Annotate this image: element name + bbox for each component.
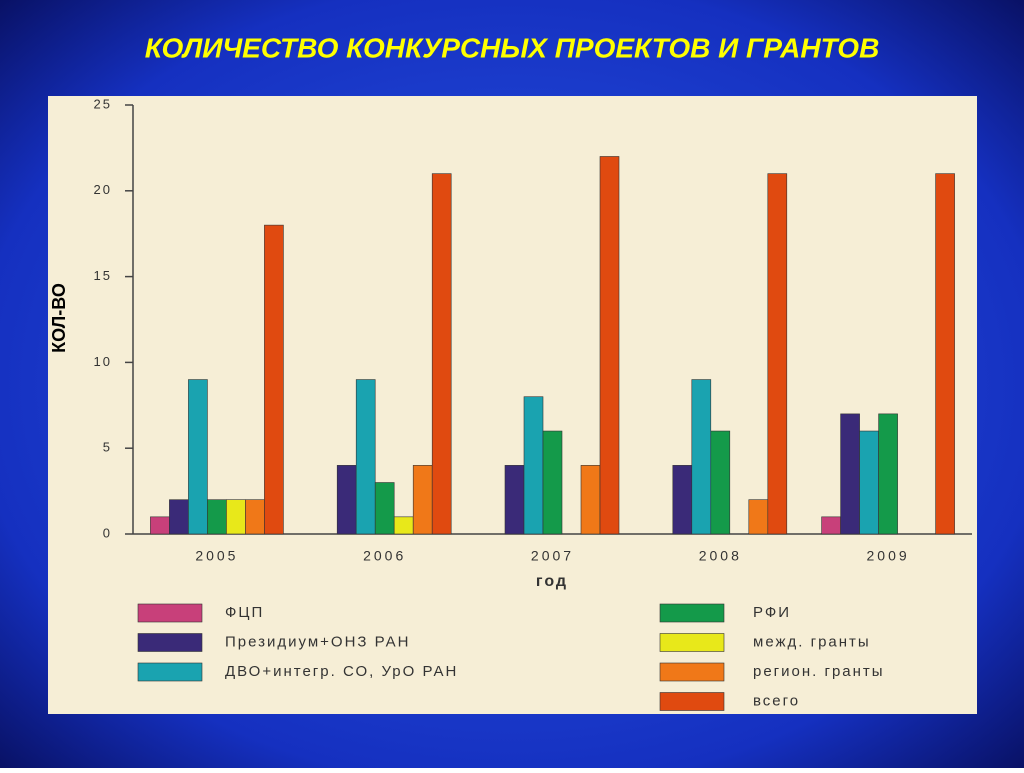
y-tick-label: 0	[103, 525, 112, 540]
bar	[580, 465, 601, 535]
bar	[821, 516, 841, 535]
legend-swatch	[659, 662, 725, 682]
x-axis-label: год	[536, 573, 568, 590]
legend-label: ФЦП	[225, 604, 264, 621]
bar	[169, 499, 189, 535]
bar	[878, 413, 898, 535]
legend-swatch	[137, 633, 203, 652]
bar	[504, 465, 525, 535]
legend-swatch	[659, 692, 725, 711]
legend-label: всего	[753, 692, 800, 709]
y-tick-label: 20	[94, 182, 112, 197]
bar	[710, 430, 731, 535]
bar	[542, 430, 563, 535]
legend-label: ДВО+интегр. СО, УрО РАН	[225, 663, 458, 680]
bar	[431, 173, 452, 535]
bar	[150, 516, 170, 535]
bar	[859, 430, 879, 535]
bar	[748, 499, 769, 535]
bar	[672, 465, 693, 535]
bar	[412, 465, 433, 535]
legend-swatch	[659, 633, 725, 652]
bar	[935, 173, 955, 535]
y-axis-label: КОЛ-ВО	[49, 283, 69, 353]
bar	[767, 173, 788, 535]
bar	[374, 482, 395, 535]
y-tick-label: 5	[103, 440, 112, 455]
x-tick-label: 2009	[867, 548, 910, 564]
bar	[226, 499, 246, 535]
bar	[336, 465, 357, 535]
bar	[245, 499, 265, 535]
legend-label: Президиум+ОНЗ РАН	[225, 633, 411, 650]
bar	[691, 379, 712, 535]
legend-label: регион. гранты	[753, 663, 885, 680]
legend-swatch	[659, 603, 725, 623]
x-tick-label: 2005	[195, 548, 238, 564]
legend-swatch	[137, 603, 203, 623]
y-tick-label: 10	[94, 354, 112, 369]
bar	[840, 413, 860, 535]
legend-swatch	[137, 662, 203, 682]
bar	[188, 379, 208, 535]
legend-label: межд. гранты	[753, 633, 871, 650]
y-tick-label: 15	[94, 268, 112, 283]
bar	[599, 156, 620, 535]
x-tick-label: 2007	[531, 548, 574, 564]
bar	[393, 516, 414, 535]
bar	[355, 379, 376, 535]
x-tick-label: 2008	[699, 548, 742, 564]
bar	[264, 224, 284, 535]
bar	[207, 499, 227, 535]
y-tick-label: 25	[94, 96, 112, 111]
legend-label: РФИ	[753, 604, 791, 621]
bar	[523, 396, 544, 535]
x-tick-label: 2006	[363, 548, 406, 564]
chart-title: КОЛИЧЕСТВО КОНКУРСНЫХ ПРОЕКТОВ И ГРАНТОВ	[145, 32, 880, 63]
